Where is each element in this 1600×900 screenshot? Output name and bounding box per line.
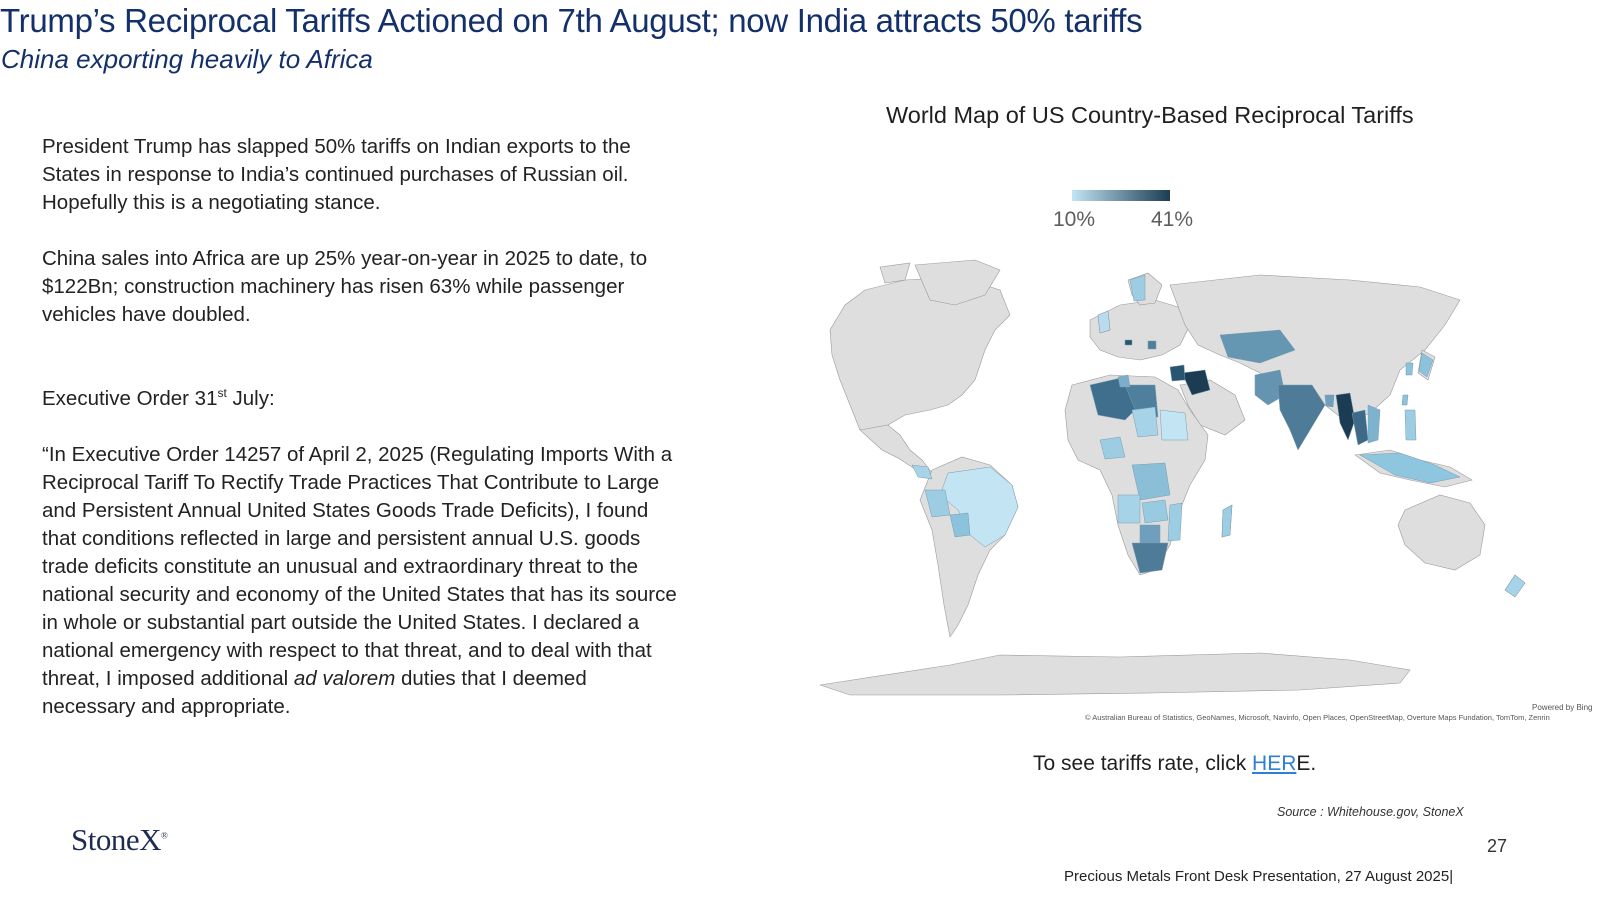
new-zealand-region [1504,574,1526,598]
paragraph-india-tariffs: President Trump has slapped 50% tariffs … [42,135,631,214]
world-map[interactable] [700,245,1580,715]
syria-region [1169,364,1186,382]
sudan-region [1159,409,1189,441]
japan-region [1418,352,1434,378]
tunisia-region [1117,374,1131,388]
botswana-region [1139,524,1161,544]
page-title: Trump’s Reciprocal Tariffs Actioned on 7… [0,2,1143,39]
tariff-rate-cta: To see tariffs rate, click HERE. [1033,752,1317,775]
body-text: President Trump has slapped 50% tariffs … [42,133,682,721]
india-region [1277,384,1326,451]
source-note: Source : Whitehouse.gov, StoneX [1277,805,1464,819]
angola-region [1117,494,1141,524]
executive-order-quote: “In Executive Order 14257 of April 2, 20… [42,443,677,718]
thailand-region [1351,409,1369,446]
philippines-region [1404,409,1417,441]
nigeria-region [1099,436,1126,460]
executive-order-label: Executive Order 31st July: [42,386,275,410]
north-america-landmass [829,276,1011,446]
kazakhstan-region [1219,329,1296,364]
pakistan-region [1254,369,1286,406]
paragraph-china-africa: China sales into Africa are up 25% year-… [42,247,648,326]
chad-region [1131,406,1159,438]
south-africa-region [1131,542,1169,574]
page-subtitle: China exporting heavily to Africa [1,44,373,74]
madagascar-region [1221,504,1233,538]
footer-text: Precious Metals Front Desk Presentation,… [1064,868,1454,885]
mozambique-region [1167,502,1183,542]
greenland-landmass [914,259,1001,306]
korea-region [1405,362,1414,376]
zambia-region [1141,499,1169,524]
brazil-region [939,466,1019,548]
vietnam-region [1367,404,1381,444]
antarctica-landmass [819,652,1411,696]
map-title: World Map of US Country-Based Reciprocal… [886,102,1414,128]
indonesia-region [1359,452,1461,484]
powered-by-bing: Powered by Bing [1532,703,1593,712]
serbia-region [1147,340,1157,350]
switzerland-region [1124,339,1133,346]
tariff-rate-link[interactable]: HER [1252,752,1297,775]
uk-region [1097,310,1111,334]
central-america-region [911,464,933,480]
australia-landmass [1397,494,1486,571]
stonex-logo: StoneX® [71,822,168,857]
page-number: 27 [1487,836,1508,856]
drc-region [1131,462,1171,501]
legend-max-label: 41% [1151,208,1194,231]
iraq-region [1181,369,1211,396]
bolivia-region [949,512,971,538]
bangladesh-region [1324,394,1335,408]
legend-gradient-bar [1072,190,1170,201]
legend-min-label: 10% [1053,208,1096,231]
map-attribution: © Australian Bureau of Statistics, GeoNa… [1085,713,1550,722]
taiwan-region [1401,394,1409,406]
norway-region [1129,274,1146,302]
myanmar-region [1335,392,1356,441]
canada-arctic [879,262,911,284]
